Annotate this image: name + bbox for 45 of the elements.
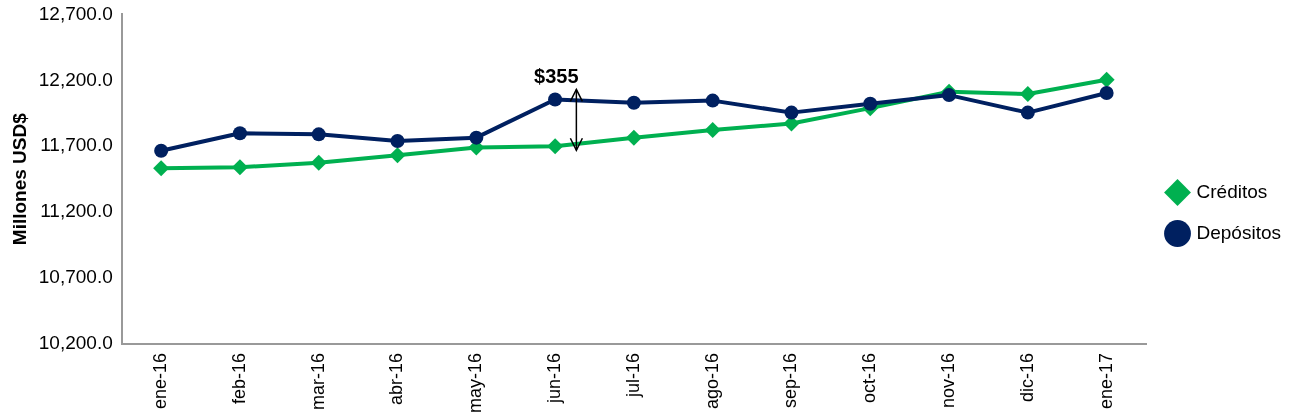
y-tick-label: 11,200.0 <box>40 200 113 222</box>
y-tick-label: 10,200.0 <box>38 332 113 354</box>
x-tick-label: oct-16 <box>859 352 880 404</box>
point <box>1099 85 1114 100</box>
point <box>863 96 878 111</box>
x-tick-label: ene-16 <box>150 352 171 410</box>
x-tick-label: nov-16 <box>938 352 959 409</box>
x-tick-label: sep-16 <box>780 352 801 409</box>
point <box>626 95 641 110</box>
x-tick-label: may-16 <box>465 352 486 414</box>
x-tick-label: jul-16 <box>622 352 643 399</box>
point <box>548 92 563 107</box>
x-tick-label: ene-17 <box>1095 352 1116 410</box>
point <box>153 160 170 177</box>
legend-label: Depósitos <box>1196 221 1282 243</box>
point <box>625 129 642 146</box>
x-tick-label: feb-16 <box>228 352 249 405</box>
y-tick-label: 10,700.0 <box>38 266 113 288</box>
point <box>154 143 169 158</box>
point <box>704 122 721 139</box>
y-axis-title: Millones USD$ <box>8 112 30 246</box>
point <box>232 126 247 141</box>
x-tick-label: abr-16 <box>386 352 407 406</box>
x-tick-label: jun-16 <box>544 352 565 405</box>
point <box>231 159 248 176</box>
y-tick-label: 12,200.0 <box>38 68 113 90</box>
point <box>1019 86 1036 103</box>
point <box>390 133 405 148</box>
point <box>311 127 326 142</box>
point <box>705 93 720 108</box>
point <box>469 130 484 145</box>
point <box>942 88 957 103</box>
annotation: $355 <box>534 64 579 87</box>
y-tick-label: 11,700.0 <box>40 134 113 156</box>
legend-label: Créditos <box>1196 180 1268 202</box>
point <box>1098 71 1115 88</box>
point <box>1020 105 1035 120</box>
y-tick-label: 12,700.0 <box>38 2 113 24</box>
point <box>784 105 799 120</box>
x-tick-label: mar-16 <box>307 352 328 410</box>
x-tick-label: ago-16 <box>701 352 722 410</box>
point <box>310 154 327 171</box>
point <box>547 138 564 155</box>
point <box>389 147 406 164</box>
x-tick-label: dic-16 <box>1016 352 1037 403</box>
